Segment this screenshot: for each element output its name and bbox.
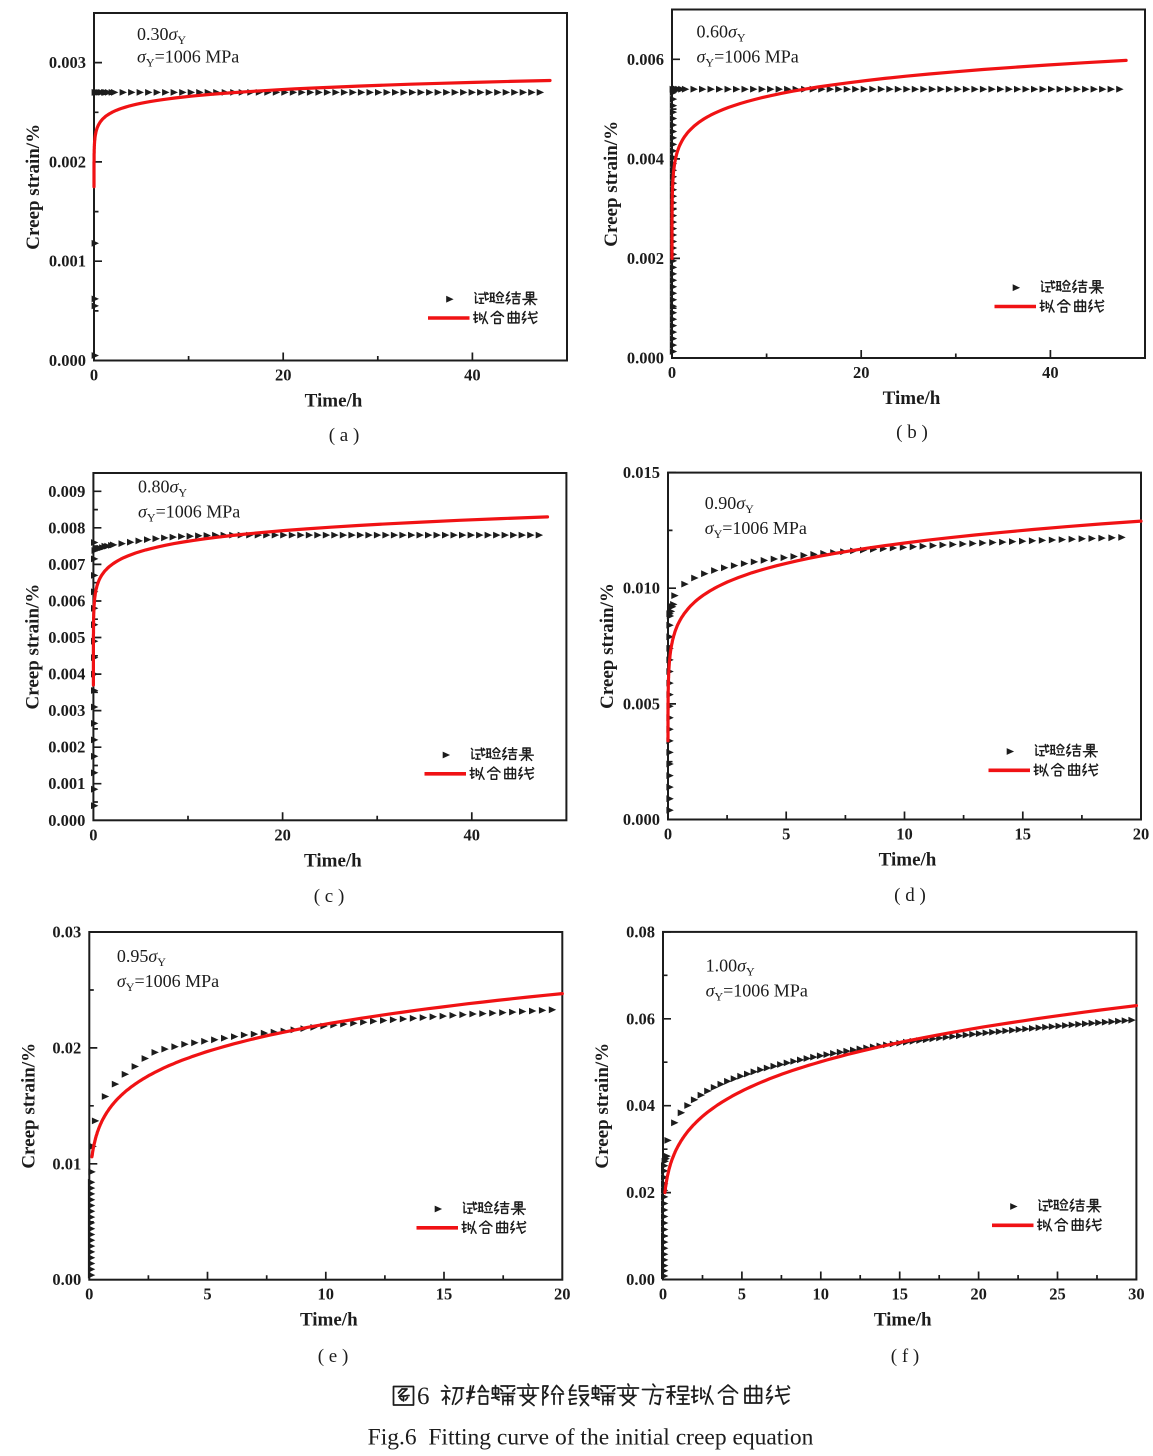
svg-text:0: 0 [90, 366, 98, 385]
svg-text:15: 15 [436, 1285, 453, 1304]
svg-text:40: 40 [1042, 363, 1059, 382]
svg-text:0.005: 0.005 [623, 694, 660, 713]
svg-text:σY=1006 MPa: σY=1006 MPa [706, 980, 808, 1003]
svg-text:( f ): ( f ) [891, 1346, 919, 1367]
svg-text:σY=1006 MPa: σY=1006 MPa [138, 501, 240, 524]
svg-text:0: 0 [668, 363, 676, 382]
svg-text:0.00: 0.00 [52, 1270, 81, 1289]
svg-text:20: 20 [274, 825, 291, 844]
svg-text:0.005: 0.005 [48, 628, 85, 647]
svg-text:15: 15 [1015, 825, 1032, 844]
svg-text:5: 5 [203, 1285, 211, 1304]
svg-text:20: 20 [1133, 825, 1150, 844]
svg-text:0: 0 [85, 1285, 93, 1304]
svg-text:Time/h: Time/h [883, 388, 941, 409]
svg-text:σY=1006 MPa: σY=1006 MPa [137, 47, 239, 70]
svg-text:20: 20 [853, 363, 870, 382]
svg-text:0.002: 0.002 [627, 249, 664, 268]
svg-text:0.010: 0.010 [623, 579, 660, 598]
svg-text:0.015: 0.015 [623, 463, 660, 482]
svg-text:0.30σY: 0.30σY [137, 24, 186, 47]
svg-text:0.003: 0.003 [49, 53, 86, 72]
svg-text:0.01: 0.01 [52, 1154, 81, 1173]
svg-text:20: 20 [554, 1285, 571, 1304]
svg-text:0.02: 0.02 [626, 1183, 655, 1202]
svg-text:40: 40 [464, 366, 481, 385]
svg-text:40: 40 [464, 825, 481, 844]
svg-text:σY=1006 MPa: σY=1006 MPa [705, 518, 807, 541]
svg-text:0.006: 0.006 [627, 50, 664, 69]
svg-text:σY=1006 MPa: σY=1006 MPa [697, 47, 799, 70]
svg-text:0.002: 0.002 [48, 738, 85, 757]
svg-text:Time/h: Time/h [304, 850, 362, 871]
svg-text:Creep strain/%: Creep strain/% [601, 121, 622, 247]
svg-text:Time/h: Time/h [879, 850, 937, 871]
svg-text:0: 0 [89, 825, 97, 844]
svg-text:Time/h: Time/h [300, 1310, 358, 1331]
svg-text:Creep strain/%: Creep strain/% [23, 124, 44, 250]
svg-text:Creep strain/%: Creep strain/% [22, 584, 43, 710]
svg-text:Creep strain/%: Creep strain/% [592, 1043, 613, 1169]
svg-text:10: 10 [813, 1285, 830, 1304]
svg-text:20: 20 [275, 366, 292, 385]
svg-text:20: 20 [970, 1285, 987, 1304]
svg-text:5: 5 [738, 1285, 746, 1304]
svg-text:0.000: 0.000 [627, 349, 664, 368]
svg-text:0.008: 0.008 [48, 518, 85, 537]
svg-text:0.003: 0.003 [48, 701, 85, 720]
svg-text:5: 5 [782, 825, 790, 844]
svg-text:Fig.6 Fitting curve of the in: Fig.6 Fitting curve of the initial creep… [368, 1425, 814, 1451]
svg-text:0.001: 0.001 [48, 774, 85, 793]
svg-text:15: 15 [891, 1285, 908, 1304]
svg-text:0.02: 0.02 [52, 1038, 81, 1057]
svg-text:σY=1006 MPa: σY=1006 MPa [117, 971, 219, 994]
svg-text:0.03: 0.03 [52, 923, 81, 942]
svg-text:0: 0 [659, 1285, 667, 1304]
svg-text:0.007: 0.007 [48, 555, 85, 574]
svg-text:6: 6 [417, 1383, 430, 1410]
svg-text:0.80σY: 0.80σY [138, 476, 187, 499]
svg-text:0.000: 0.000 [48, 811, 85, 830]
svg-text:0.006: 0.006 [48, 592, 85, 611]
svg-text:0: 0 [664, 825, 672, 844]
svg-text:Creep strain/%: Creep strain/% [18, 1043, 39, 1169]
svg-text:0.009: 0.009 [48, 482, 85, 501]
svg-text:10: 10 [896, 825, 913, 844]
svg-text:( c ): ( c ) [314, 886, 345, 907]
svg-text:( a ): ( a ) [329, 425, 360, 446]
svg-text:0.001: 0.001 [49, 252, 86, 271]
svg-text:Time/h: Time/h [874, 1310, 932, 1331]
svg-text:( b ): ( b ) [896, 422, 928, 443]
svg-text:Creep strain/%: Creep strain/% [597, 583, 618, 709]
svg-text:Time/h: Time/h [305, 391, 363, 412]
svg-text:0.004: 0.004 [627, 149, 664, 168]
svg-text:0.08: 0.08 [626, 922, 655, 941]
svg-text:30: 30 [1128, 1285, 1145, 1304]
svg-text:0.000: 0.000 [623, 810, 660, 829]
svg-text:( d ): ( d ) [894, 885, 926, 906]
svg-text:0.04: 0.04 [626, 1096, 655, 1115]
svg-text:0.90σY: 0.90σY [705, 493, 754, 516]
svg-text:1.00σY: 1.00σY [706, 955, 755, 978]
svg-text:25: 25 [1049, 1285, 1066, 1304]
svg-text:0.004: 0.004 [48, 665, 85, 684]
svg-text:0.06: 0.06 [626, 1009, 655, 1028]
svg-text:0.60σY: 0.60σY [697, 22, 746, 45]
svg-text:( e ): ( e ) [318, 1346, 349, 1367]
svg-text:0.00: 0.00 [626, 1270, 655, 1289]
svg-text:0.95σY: 0.95σY [117, 946, 166, 969]
svg-text:0.000: 0.000 [49, 351, 86, 370]
svg-text:0.002: 0.002 [49, 152, 86, 171]
svg-text:10: 10 [318, 1285, 335, 1304]
